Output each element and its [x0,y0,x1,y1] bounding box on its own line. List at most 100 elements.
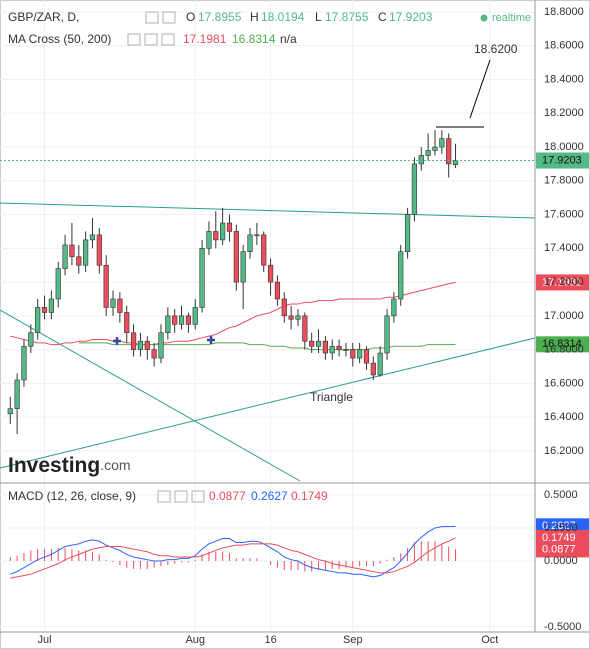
macd-line [10,525,456,578]
callout-pointer [469,59,491,119]
candle-body [384,315,390,354]
ohlc-key: H [250,10,259,24]
price-tag-label: 16.8314 [542,338,582,350]
candle-body [398,251,404,300]
y-tick-label: 18.6000 [544,40,584,52]
candle-body [418,155,424,165]
price-tag-label: 17.9203 [542,154,582,166]
macd-title: MACD (12, 26, close, 9) [8,489,136,503]
y-tick-label: 16.2000 [544,445,584,457]
na-label: n/a [280,32,297,46]
candle-body [96,234,102,266]
ohlc-key: L [315,10,322,24]
down-trend-line [0,309,301,482]
y-tick-label: 17.2000 [544,276,584,288]
ma-value: 17.1981 [183,32,227,46]
candle-body [144,340,150,350]
candle-body [172,315,178,325]
y-tick-label: 17.8000 [544,175,584,187]
price-tag [536,152,589,169]
price-tag [536,336,589,353]
candle-body [404,214,411,253]
value-tag-label: 0.0877 [542,543,576,555]
plot [0,130,535,579]
candle-body [315,340,322,347]
ohlc-key: O [186,10,195,24]
indicator-name: MA Cross (50, 200) [8,32,111,46]
candle-body [350,349,356,359]
candle-body [130,332,137,350]
x-tick-label: Oct [481,634,498,646]
price-tag [536,274,589,291]
candle-body [185,315,191,325]
candle-body [336,345,342,350]
ma-cross-markers [113,336,215,345]
candle-body [117,298,123,313]
candle-body [322,340,328,354]
resistance-line [0,202,536,219]
candle-body [439,138,445,148]
candle-body [288,315,294,320]
candle-body [76,256,82,266]
y-tick-label: 17.0000 [544,310,584,322]
symbol: GBP/ZAR, D, [8,10,79,24]
x-tick-label: Sep [343,634,363,646]
ohlc-key: C [378,10,387,24]
candle-body [411,163,418,215]
candle-body [377,352,383,376]
logo-name: Investing [8,454,100,477]
macd-value: 0.1749 [291,489,328,503]
macd-value: 0.0877 [209,489,246,503]
annotation: 18.6200 [474,42,518,56]
candle-body [158,332,164,359]
candle-body [274,281,281,300]
value-tag-label: 0.2627 [542,520,576,532]
candle-body [240,251,246,283]
value-tag-label: 0.1749 [542,532,576,544]
candle-body [363,349,370,364]
candle-body [103,264,109,308]
candle-body [89,234,96,241]
y-tick-label: 16.4000 [544,411,584,423]
y-tick-label: 16.6000 [544,377,584,389]
candle-body [213,231,219,241]
y-tick-label: 0.2500 [544,522,578,534]
candle-body [425,150,431,156]
candle-body [329,345,335,354]
header-icons[interactable] [145,11,176,24]
y-tick-label: 16.8000 [544,344,584,356]
y-tick-label: 18.0000 [544,141,584,153]
candle-body [41,307,48,313]
indicator-icons[interactable] [127,33,175,46]
candle-body [137,340,144,350]
candle-body [295,315,301,320]
candle-body [261,234,267,266]
logo: Investing.com [8,454,131,477]
logo-domain: .com [100,457,130,473]
candle-body [446,138,452,165]
price-tag-label: 17.1981 [542,276,582,288]
drawings [0,202,536,482]
ohlc-value: 17.8755 [325,10,369,24]
y-tick-label: 0.0000 [544,555,578,567]
candle-body [178,315,185,325]
y-tick-label: 18.8000 [544,6,584,18]
candle-body [452,160,459,165]
realtime-dot [480,14,488,22]
candle-body [69,244,75,258]
candle-body [302,315,308,342]
macd-icons[interactable] [157,490,205,503]
moving-average [10,281,456,346]
ohlc-value: 17.9203 [389,10,433,24]
candle-body [199,248,205,308]
candle-body [233,231,239,283]
macd-value: 0.2627 [251,489,288,503]
candle-body [309,340,315,347]
ohlc-value: 17.8955 [198,10,242,24]
candle-body [357,349,363,359]
candle-body [254,234,260,237]
y-tick-label: 17.4000 [544,242,584,254]
realtime: realtime [492,12,531,24]
